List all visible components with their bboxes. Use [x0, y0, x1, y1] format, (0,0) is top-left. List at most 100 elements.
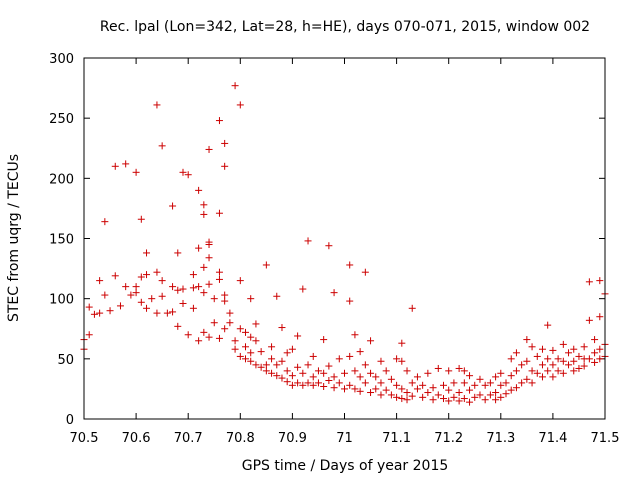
x-tick-label: 71.3: [486, 431, 515, 446]
data-point: [236, 101, 244, 109]
data-point: [570, 367, 578, 375]
data-point: [314, 379, 322, 387]
data-point: [294, 332, 302, 340]
data-point: [486, 379, 494, 387]
data-point: [460, 395, 468, 403]
data-point: [179, 299, 187, 307]
data-point: [382, 367, 390, 375]
data-point: [309, 352, 317, 360]
y-tick-label: 100: [49, 293, 74, 308]
data-point: [137, 298, 145, 306]
data-point: [236, 277, 244, 285]
data-point: [346, 297, 354, 305]
data-point: [210, 295, 218, 303]
data-point: [351, 367, 359, 375]
data-point: [205, 145, 213, 153]
data-point: [189, 271, 197, 279]
data-point: [367, 337, 375, 345]
data-point: [439, 395, 447, 403]
data-point: [236, 325, 244, 333]
data-point: [434, 364, 442, 372]
data-point: [205, 241, 213, 249]
data-point: [106, 307, 114, 315]
data-point: [143, 249, 151, 257]
data-point: [367, 389, 375, 397]
data-point: [367, 369, 375, 377]
data-point: [262, 367, 270, 375]
data-point: [565, 349, 573, 357]
data-point: [122, 160, 130, 168]
data-point: [200, 201, 208, 209]
data-point: [346, 261, 354, 269]
data-point: [189, 304, 197, 312]
data-point: [299, 285, 307, 293]
y-tick-label: 0: [66, 413, 74, 428]
data-point: [96, 309, 104, 317]
data-point: [382, 386, 390, 394]
data-point: [205, 280, 213, 288]
data-point: [268, 343, 276, 351]
y-tick-label: 250: [49, 112, 74, 127]
data-point: [226, 309, 234, 317]
data-point: [137, 273, 145, 281]
x-tick-label: 70.6: [122, 431, 151, 446]
data-point: [476, 391, 484, 399]
data-point: [591, 336, 599, 344]
data-point: [596, 313, 604, 321]
data-point: [486, 391, 494, 399]
data-point: [585, 355, 593, 363]
data-point: [294, 363, 302, 371]
data-point: [153, 268, 161, 276]
data-point: [481, 396, 489, 404]
data-point: [215, 268, 223, 276]
data-point: [361, 268, 369, 276]
data-point: [538, 345, 546, 353]
data-point: [549, 346, 557, 354]
data-point: [372, 373, 380, 381]
data-point: [257, 348, 265, 356]
data-point: [575, 352, 583, 360]
data-point: [591, 358, 599, 366]
data-point: [200, 328, 208, 336]
data-point: [361, 361, 369, 369]
data-point: [85, 331, 93, 339]
data-point: [330, 373, 338, 381]
data-point: [538, 373, 546, 381]
data-point: [132, 289, 140, 297]
data-point: [512, 367, 520, 375]
data-point: [320, 383, 328, 391]
data-point: [335, 355, 343, 363]
data-point: [215, 275, 223, 283]
data-point: [294, 379, 302, 387]
data-point: [325, 362, 333, 370]
data-point: [215, 209, 223, 217]
y-axis-ticks: 0 50 100 150 200 250 300: [49, 52, 605, 428]
data-point: [242, 355, 250, 363]
data-point: [408, 304, 416, 312]
data-point: [169, 283, 177, 291]
data-point: [554, 355, 562, 363]
data-point: [215, 334, 223, 342]
x-tick-label: 70.7: [174, 431, 203, 446]
data-point: [262, 261, 270, 269]
data-point: [419, 381, 427, 389]
data-point: [273, 372, 281, 380]
data-point: [158, 142, 166, 150]
data-point: [90, 310, 98, 318]
data-point: [413, 385, 421, 393]
data-point: [205, 333, 213, 341]
data-point: [445, 386, 453, 394]
data-point: [377, 357, 385, 365]
data-point: [127, 291, 135, 299]
data-point: [403, 367, 411, 375]
data-point: [314, 367, 322, 375]
data-point: [200, 263, 208, 271]
data-point: [268, 369, 276, 377]
data-point: [492, 396, 500, 404]
data-point: [455, 389, 463, 397]
data-point: [570, 357, 578, 365]
data-point: [497, 369, 505, 377]
data-point: [377, 391, 385, 399]
data-point: [533, 352, 541, 360]
data-point: [393, 381, 401, 389]
